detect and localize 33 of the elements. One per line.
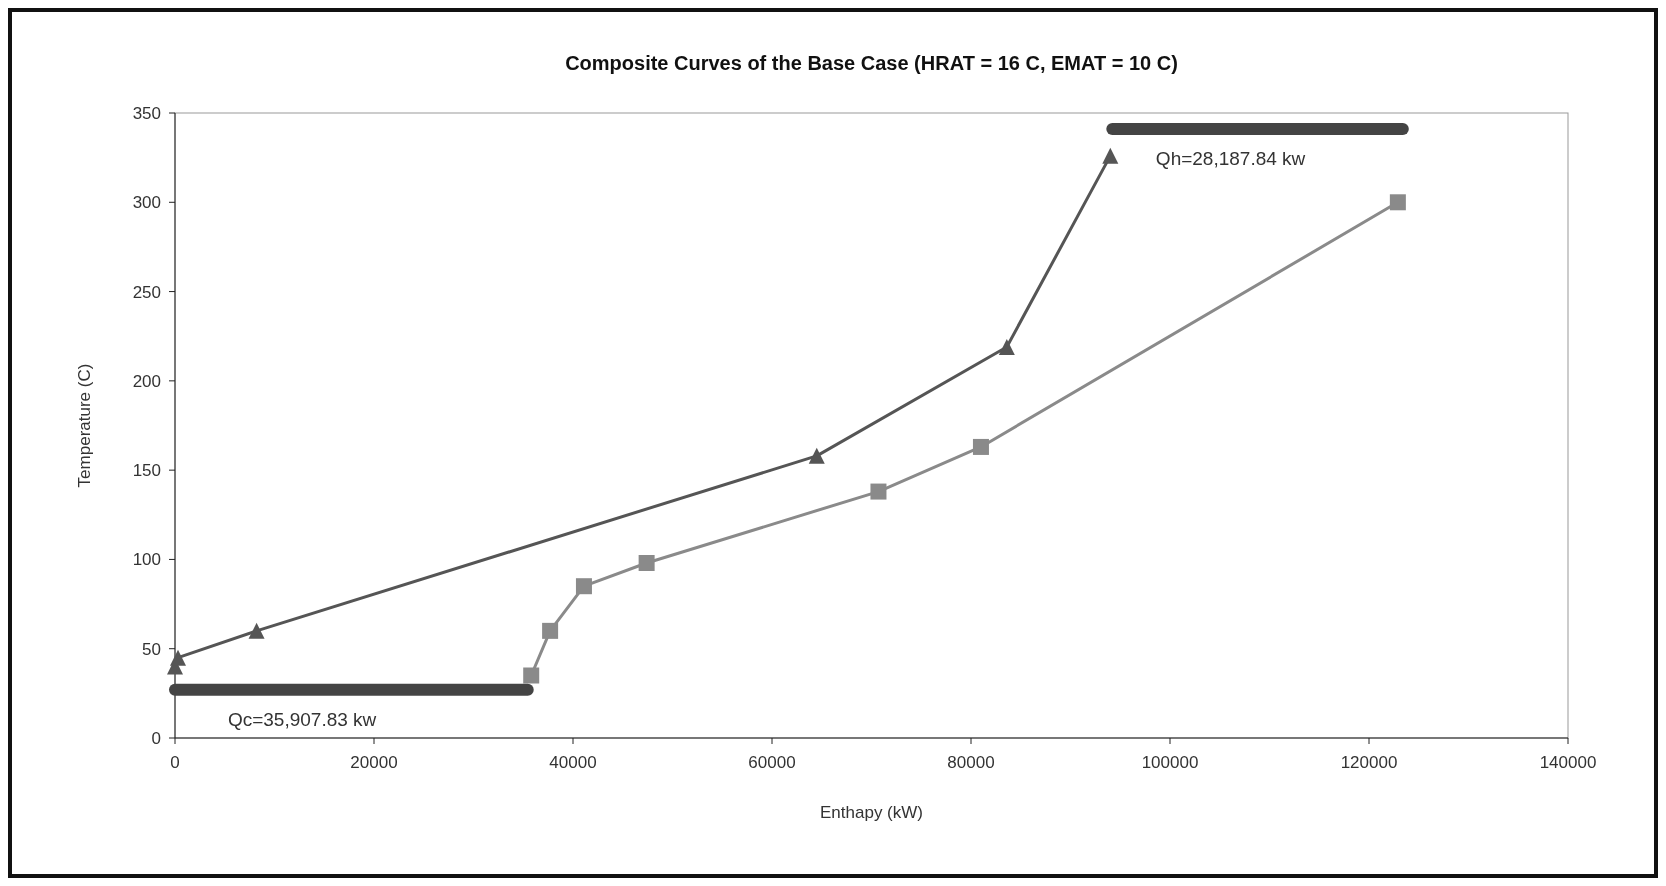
x-tick-label: 140000 — [1539, 753, 1597, 772]
annotation: Qh=28,187.84 kw — [1155, 148, 1306, 170]
annotation: Qc=35,907.83 kw — [227, 708, 377, 730]
x-tick-label: 100000 — [1141, 753, 1199, 772]
y-tick-label: 200 — [132, 371, 161, 391]
point — [972, 438, 989, 455]
point — [870, 483, 887, 500]
y-tick-label: 350 — [132, 104, 161, 123]
point — [998, 338, 1015, 355]
y-tick-label: 100 — [132, 550, 161, 570]
x-tick-label: 20000 — [350, 753, 398, 772]
point — [638, 555, 655, 571]
point — [1102, 147, 1119, 164]
y-tick-label: 300 — [132, 193, 161, 213]
point — [248, 622, 265, 639]
x-tick-label: 120000 — [1340, 753, 1398, 772]
point — [1389, 194, 1406, 211]
x-tick-label: 0 — [170, 753, 180, 772]
y-tick-label: 50 — [142, 639, 161, 659]
point — [575, 578, 592, 595]
x-tick-label: 80000 — [947, 753, 995, 772]
y-tick-label: 250 — [132, 282, 161, 302]
point — [808, 447, 825, 464]
x-tick-label: 40000 — [549, 753, 597, 772]
point — [523, 667, 540, 684]
point — [542, 622, 559, 639]
x-axis-title: Enthapy (kW) — [820, 803, 923, 822]
y-axis-title: Temperature (C) — [75, 363, 94, 488]
chart-title: Composite Curves of the Base Case (HRAT = 16 C, EMAT = 10 C) — [565, 52, 1178, 74]
point — [169, 649, 186, 666]
y-tick-label: 0 — [151, 729, 161, 748]
x-tick-label: 60000 — [748, 753, 796, 772]
y-tick-label: 150 — [132, 461, 161, 481]
